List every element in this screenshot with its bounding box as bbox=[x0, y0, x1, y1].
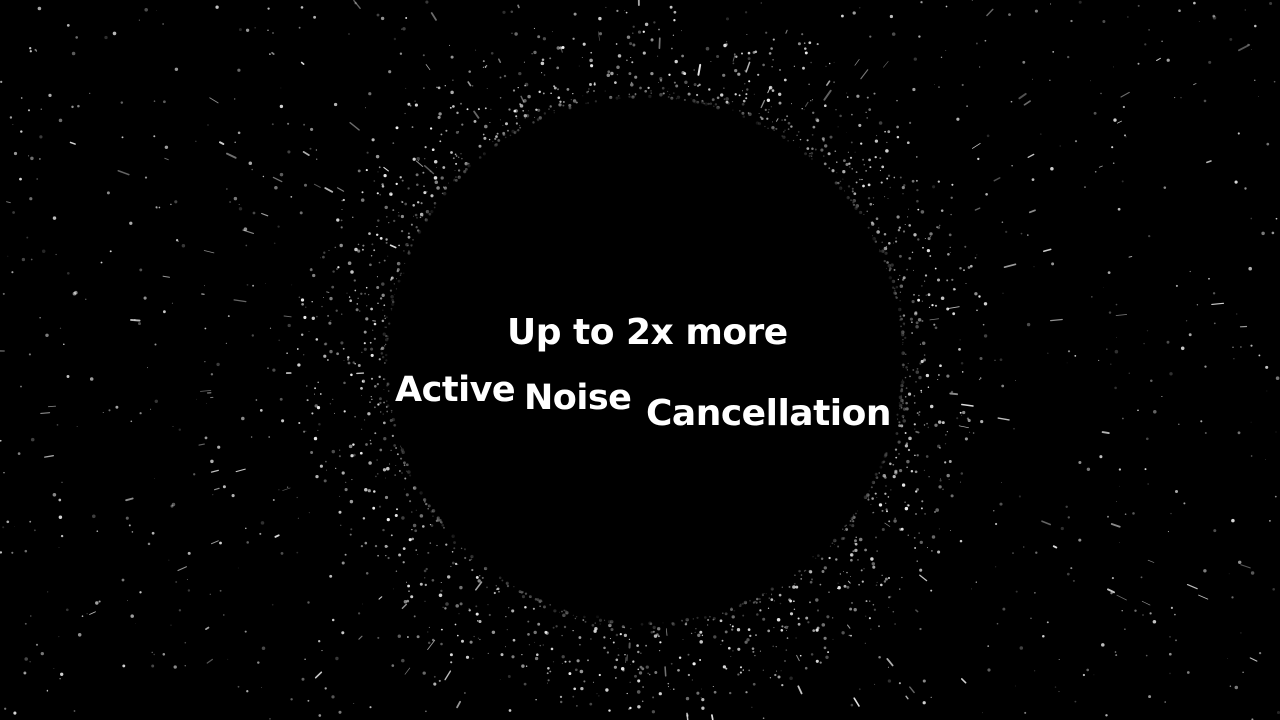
headline-word-noise: Noise bbox=[524, 378, 632, 418]
headline-line-1: Up to 2x more bbox=[507, 312, 788, 353]
headline-word-cancellation: Cancellation bbox=[646, 393, 891, 434]
headline-word-active: Active bbox=[395, 370, 516, 410]
center-black-circle bbox=[390, 100, 900, 620]
